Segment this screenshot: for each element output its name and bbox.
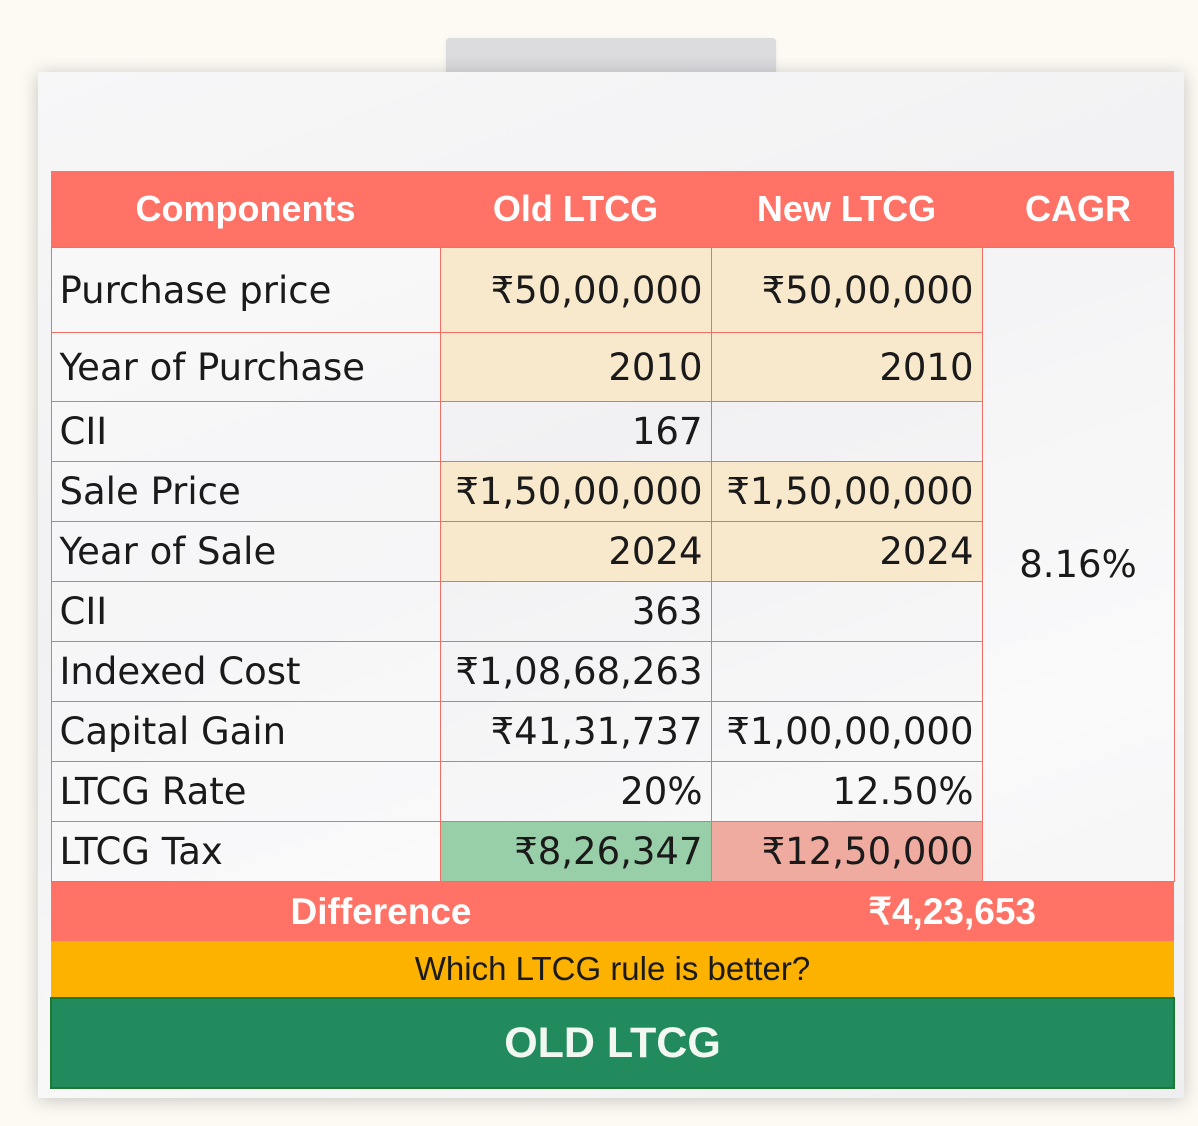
row-label[interactable]: Purchase price xyxy=(50,247,441,333)
new-cell[interactable]: ₹1,50,00,000 xyxy=(710,461,983,522)
row-label[interactable]: Year of Purchase xyxy=(50,332,441,402)
new-cell[interactable]: ₹50,00,000 xyxy=(710,247,983,333)
row-label[interactable]: Indexed Cost xyxy=(50,641,441,702)
new-cell[interactable]: 12.50% xyxy=(710,761,983,822)
header-row: Components Old LTCG New LTCG CAGR xyxy=(51,171,1174,248)
row-label[interactable]: Capital Gain xyxy=(50,701,441,762)
old-cell[interactable]: 2010 xyxy=(439,332,712,402)
cagr-value[interactable]: 8.16% xyxy=(981,247,1175,882)
table-row: LTCG Rate 20% 12.50% xyxy=(50,761,1174,822)
answer-row: OLD LTCG xyxy=(50,997,1175,1089)
new-cell[interactable] xyxy=(710,401,983,462)
table-row: Purchase price ₹50,00,000 ₹50,00,000 8.1… xyxy=(50,247,1175,882)
difference-value[interactable]: ₹4,23,653 xyxy=(711,881,1174,941)
header-components: Components xyxy=(51,171,440,248)
old-cell[interactable]: ₹41,31,737 xyxy=(439,701,712,762)
new-cell[interactable]: ₹1,00,00,000 xyxy=(710,701,983,762)
row-label[interactable]: LTCG Rate xyxy=(50,761,441,822)
row-label[interactable]: Year of Sale xyxy=(50,521,441,582)
row-label[interactable]: CII xyxy=(50,401,441,462)
old-cell[interactable]: 2024 xyxy=(439,521,712,582)
table-row: CII 363 xyxy=(50,581,1174,642)
question-text[interactable]: Which LTCG rule is better? xyxy=(51,941,1174,998)
ltcg-comparison-table: Components Old LTCG New LTCG CAGR Purcha… xyxy=(50,171,1175,1089)
table-row: LTCG Tax ₹8,26,347 ₹12,50,000 xyxy=(50,821,1174,882)
header-new-ltcg: New LTCG xyxy=(711,171,982,248)
old-cell[interactable]: 167 xyxy=(439,401,712,462)
question-row: Which LTCG rule is better? xyxy=(51,941,1174,998)
difference-label[interactable]: Difference xyxy=(51,881,711,941)
new-cell[interactable]: 2024 xyxy=(710,521,983,582)
header-old-ltcg: Old LTCG xyxy=(440,171,711,248)
table-row: Year of Sale 2024 2024 xyxy=(50,521,1174,582)
answer-text[interactable]: OLD LTCG xyxy=(50,997,1175,1089)
row-label[interactable]: Sale Price xyxy=(50,461,441,522)
old-cell[interactable]: ₹1,50,00,000 xyxy=(439,461,712,522)
old-cell[interactable]: 20% xyxy=(439,761,712,822)
old-cell[interactable]: ₹1,08,68,263 xyxy=(439,641,712,702)
old-cell[interactable]: ₹50,00,000 xyxy=(439,247,712,333)
difference-row: Difference ₹4,23,653 xyxy=(51,881,1174,941)
header-cagr: CAGR xyxy=(982,171,1174,248)
old-cell[interactable]: 363 xyxy=(439,581,712,642)
new-tax-cell[interactable]: ₹12,50,000 xyxy=(710,821,983,882)
new-cell[interactable]: 2010 xyxy=(710,332,983,402)
row-label[interactable]: LTCG Tax xyxy=(50,821,441,882)
table-row: Capital Gain ₹41,31,737 ₹1,00,00,000 xyxy=(50,701,1174,762)
row-label[interactable]: CII xyxy=(50,581,441,642)
old-tax-cell[interactable]: ₹8,26,347 xyxy=(439,821,712,882)
new-cell[interactable] xyxy=(710,581,983,642)
new-cell[interactable] xyxy=(710,641,983,702)
table-row: Year of Purchase 2010 2010 xyxy=(50,332,1174,402)
